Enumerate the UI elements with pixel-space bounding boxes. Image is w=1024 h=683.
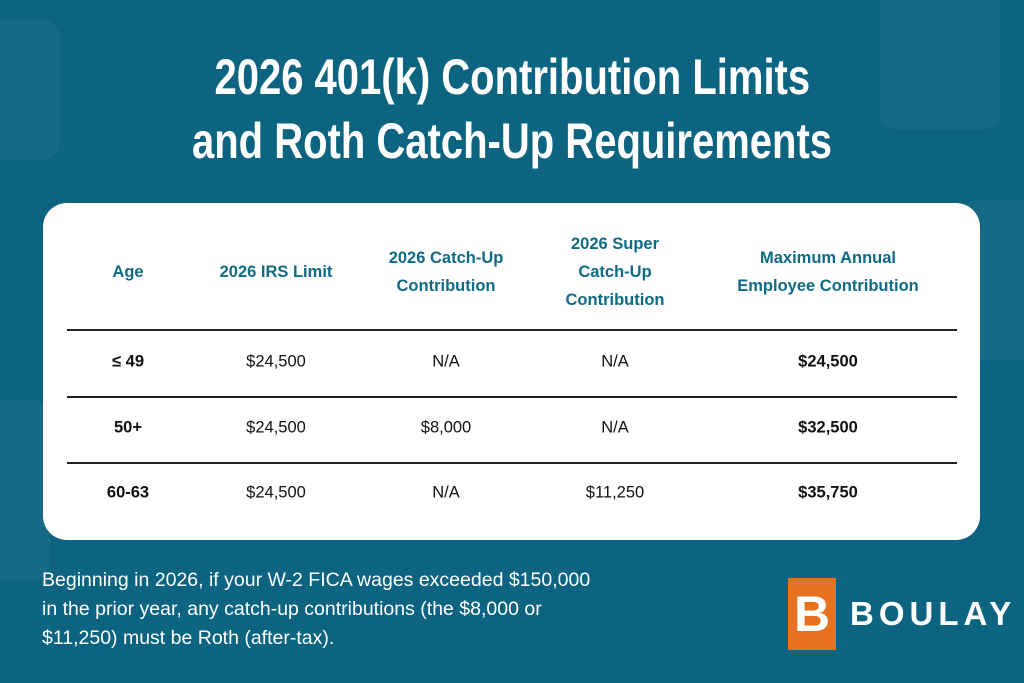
divider [67, 329, 957, 331]
header-max-annual: Maximum Annual Employee Contribution [737, 249, 919, 295]
boulay-logo-text: BOULAY [850, 595, 1017, 632]
divider [67, 462, 957, 464]
cell-max-annual: $32,500 [798, 418, 858, 437]
cell-age: ≤ 49 [112, 352, 144, 371]
cell-super-catch-up: N/A [601, 352, 629, 371]
boulay-logo-mark: B [788, 578, 836, 650]
title-line-1: 2026 401(k) Contribution Limits [214, 49, 810, 105]
title-line-2: and Roth Catch-Up Requirements [191, 113, 833, 169]
footnote: Beginning in 2026, if your W-2 FICA wage… [42, 569, 591, 649]
cell-catch-up: N/A [432, 352, 460, 371]
cell-irs-limit: $24,500 [246, 483, 306, 502]
page-title: 2026 401(k) Contribution Limits and Roth… [0, 45, 1024, 173]
header-irs-limit: 2026 IRS Limit [219, 263, 333, 281]
header-age: Age [112, 263, 144, 281]
background-shape [0, 20, 60, 160]
cell-super-catch-up: N/A [601, 418, 629, 437]
cell-age: 50+ [114, 418, 142, 437]
cell-age: 60-63 [106, 483, 150, 502]
limits-table: Age 2026 IRS Limit 2026 Catch-Up Contribu… [43, 203, 980, 540]
cell-irs-limit: $24,500 [246, 352, 306, 371]
cell-max-annual: $24,500 [798, 352, 858, 371]
cell-super-catch-up: $11,250 [585, 483, 645, 502]
background-shape [0, 400, 50, 580]
cell-irs-limit: $24,500 [246, 418, 306, 437]
cell-catch-up: N/A [432, 483, 460, 502]
cell-catch-up: $8,000 [420, 418, 472, 437]
header-catch-up: 2026 Catch-Up Contribution [388, 249, 504, 295]
divider [67, 396, 957, 398]
background-shape [880, 0, 1000, 130]
header-super-catch-up: 2026 Super Catch-Up Contribution [565, 235, 665, 309]
cell-max-annual: $35,750 [798, 483, 858, 502]
